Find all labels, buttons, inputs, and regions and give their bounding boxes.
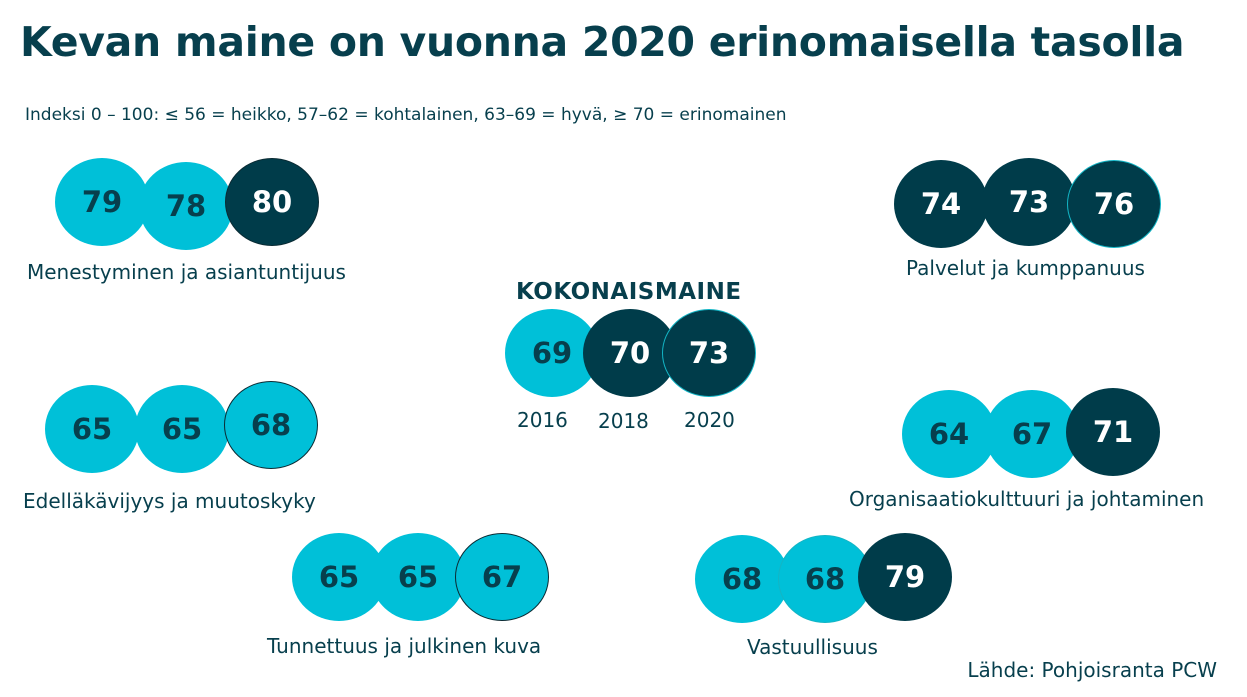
value-circle-2018: 73 [982,158,1076,246]
source-note: Lähde: Pohjoisranta PCW [967,658,1217,682]
value-circle-2016: 64 [902,390,996,478]
year-label-2020: 2020 [684,408,735,432]
value-circle-2016: 79 [55,158,149,246]
value-circle-2020: 80 [225,158,319,246]
year-label-2018: 2018 [598,409,649,433]
overall-heading: KOKONAISMAINE [516,279,742,305]
group-label-tunnettuus: Tunnettuus ja julkinen kuva [267,634,542,658]
value-circle-2020: 76 [1067,160,1161,248]
value-circle-2018: 65 [135,385,229,473]
value-circle-2018: 68 [778,535,872,623]
index-scale-note: Indeksi 0 – 100: ≤ 56 = heikko, 57–62 = … [25,105,787,125]
group-label-palvelut: Palvelut ja kumppanuus [906,256,1145,280]
year-label-2016: 2016 [517,408,568,432]
group-label-menestyminen: Menestyminen ja asiantuntijuus [27,260,346,284]
value-circle-2018: 78 [139,162,233,250]
value-circle-2016: 68 [695,535,789,623]
value-circle-2018: 65 [371,533,465,621]
group-label-vastuullisuus: Vastuullisuus [747,635,878,659]
value-circle-2016: 74 [894,160,988,248]
value-circle-2018: 67 [985,390,1079,478]
value-circle-2016: 65 [45,385,139,473]
value-circle-2020: 71 [1066,388,1160,476]
page-title: Kevan maine on vuonna 2020 erinomaisella… [20,18,1185,66]
group-label-organisaatiokulttuuri: Organisaatiokulttuuri ja johtaminen [849,487,1205,511]
value-circle-2020: 67 [455,533,549,621]
value-circle-2020: 79 [858,533,952,621]
value-circle-2016: 65 [292,533,386,621]
group-label-edellakavijyys: Edelläkävijyys ja muutoskyky [23,489,316,513]
value-circle-2020: 73 [662,309,756,397]
value-circle-2018: 70 [583,309,677,397]
value-circle-2020: 68 [224,381,318,469]
